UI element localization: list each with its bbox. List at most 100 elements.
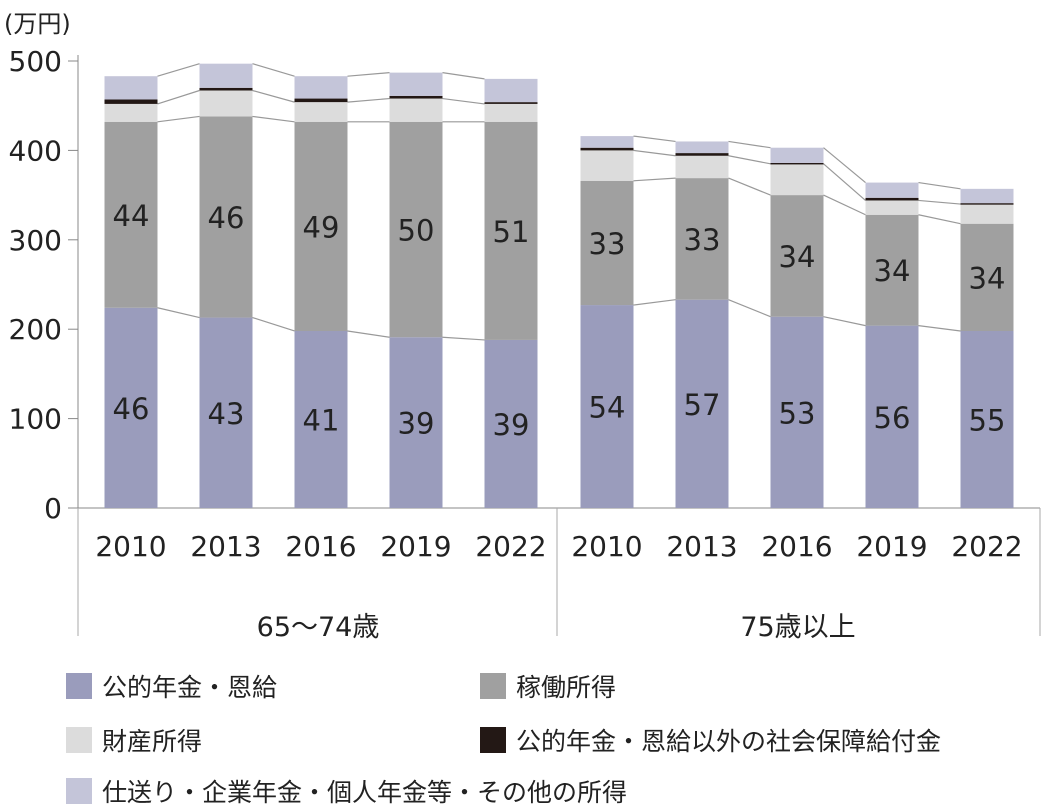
bar-segment — [580, 136, 634, 148]
connector-line — [728, 177, 771, 196]
legend-swatch — [66, 727, 92, 753]
y-tick-label: 400 — [9, 134, 62, 167]
legend-swatch — [66, 673, 92, 699]
bar-segment — [484, 102, 538, 104]
bar-segment — [770, 163, 824, 196]
bar-segment — [484, 78, 538, 103]
bar-segment — [104, 103, 158, 122]
bar-segment — [865, 197, 919, 201]
bar-segment — [199, 63, 253, 88]
legend-item-pension: 公的年金・恩給 — [66, 668, 277, 704]
bar-segment — [484, 103, 538, 122]
stacked-bar-chart: (万円) 0 100 200 300 400 500 2010 2013 2016 2019 2022… — [4, 10, 1041, 643]
data-label: 34 — [969, 261, 1006, 295]
connector-line — [252, 317, 295, 332]
connector-line — [823, 194, 866, 216]
bar-segment — [865, 200, 919, 215]
connector-line — [633, 177, 676, 182]
connector-line — [252, 115, 295, 123]
data-label: 46 — [208, 201, 245, 235]
x-tick-label: 2019 — [380, 530, 451, 563]
connector-line — [823, 147, 866, 184]
bar-segment — [960, 188, 1014, 204]
connector-line — [157, 115, 200, 123]
data-label: 54 — [589, 391, 626, 425]
x-tick-label: 2010 — [571, 530, 642, 563]
bar-segment — [199, 116, 253, 318]
connector-line — [918, 325, 961, 332]
bar-segment — [675, 299, 729, 508]
bar-segment — [294, 330, 348, 508]
bar-segment — [104, 99, 158, 104]
data-label: 34 — [874, 254, 911, 288]
bar-segment — [675, 155, 729, 179]
y-tick-label: 500 — [9, 45, 62, 78]
bar-segment — [389, 337, 443, 508]
connector-line — [728, 140, 771, 149]
legend-swatch — [66, 778, 92, 804]
x-tick-label: 2019 — [856, 530, 927, 563]
group-label: 65〜74歳 — [257, 612, 380, 643]
bar-segment — [675, 178, 729, 300]
bar-segment — [389, 72, 443, 96]
bar-segment — [865, 325, 919, 508]
x-tick-label: 2016 — [285, 530, 356, 563]
bar-segment — [580, 147, 634, 151]
connector-line — [442, 97, 485, 105]
legend-item-other-income: 仕送り・企業年金・個人年金等・その他の所得 — [66, 773, 627, 809]
connector-line — [728, 299, 771, 318]
data-label: 49 — [303, 210, 340, 244]
connector-line — [442, 72, 485, 80]
data-label: 55 — [969, 403, 1006, 437]
legend-item-property-income: 財産所得 — [66, 722, 202, 758]
x-tick-label: 2013 — [190, 530, 261, 563]
y-tick-label: 0 — [44, 492, 62, 525]
bar-segment — [770, 147, 824, 163]
bar-segment — [960, 203, 1014, 205]
connector-line — [633, 135, 676, 143]
bar-segment — [199, 317, 253, 508]
bar-segment — [580, 305, 634, 508]
connector-line — [347, 330, 390, 338]
connector-line — [728, 155, 771, 165]
x-tick-label: 2013 — [666, 530, 737, 563]
data-label: 33 — [684, 223, 721, 257]
bar-segment — [580, 180, 634, 306]
legend-label: 稼働所得 — [516, 673, 617, 702]
y-axis-label: (万円) — [4, 10, 71, 38]
connector-line — [633, 299, 676, 306]
data-label: 34 — [779, 240, 816, 274]
bar-segment — [675, 153, 729, 156]
data-label: 44 — [113, 199, 150, 233]
connector-line — [918, 214, 961, 225]
data-label: 56 — [874, 401, 911, 435]
bar-segment — [770, 162, 824, 165]
bar-segment — [960, 223, 1014, 331]
connector-line — [918, 181, 961, 190]
connector-line — [347, 97, 390, 103]
connector-line — [252, 89, 295, 103]
connector-line — [157, 307, 200, 319]
legend-label: 公的年金・恩給 — [102, 673, 278, 702]
data-label: 41 — [303, 403, 340, 437]
data-label: 50 — [398, 214, 435, 248]
bar-segment — [294, 102, 348, 122]
y-tick-label: 100 — [9, 403, 62, 436]
bar-segment — [675, 141, 729, 154]
group-label: 75歳以上 — [740, 612, 855, 643]
legend-label: 仕送り・企業年金・個人年金等・その他の所得 — [102, 778, 628, 807]
connector-line — [823, 316, 866, 327]
bar-segment — [199, 87, 253, 91]
data-label: 57 — [684, 388, 721, 422]
x-tick-label: 2010 — [95, 530, 166, 563]
bar-segment — [865, 214, 919, 326]
y-tick-label: 300 — [9, 224, 62, 257]
data-label: 43 — [208, 397, 245, 431]
bar-segment — [104, 76, 158, 100]
bar-segment — [770, 195, 824, 317]
connector-line — [633, 149, 676, 157]
connector-line — [157, 89, 200, 105]
bar-segment — [294, 76, 348, 99]
connector-line — [823, 163, 866, 201]
bar-segment — [199, 90, 253, 117]
